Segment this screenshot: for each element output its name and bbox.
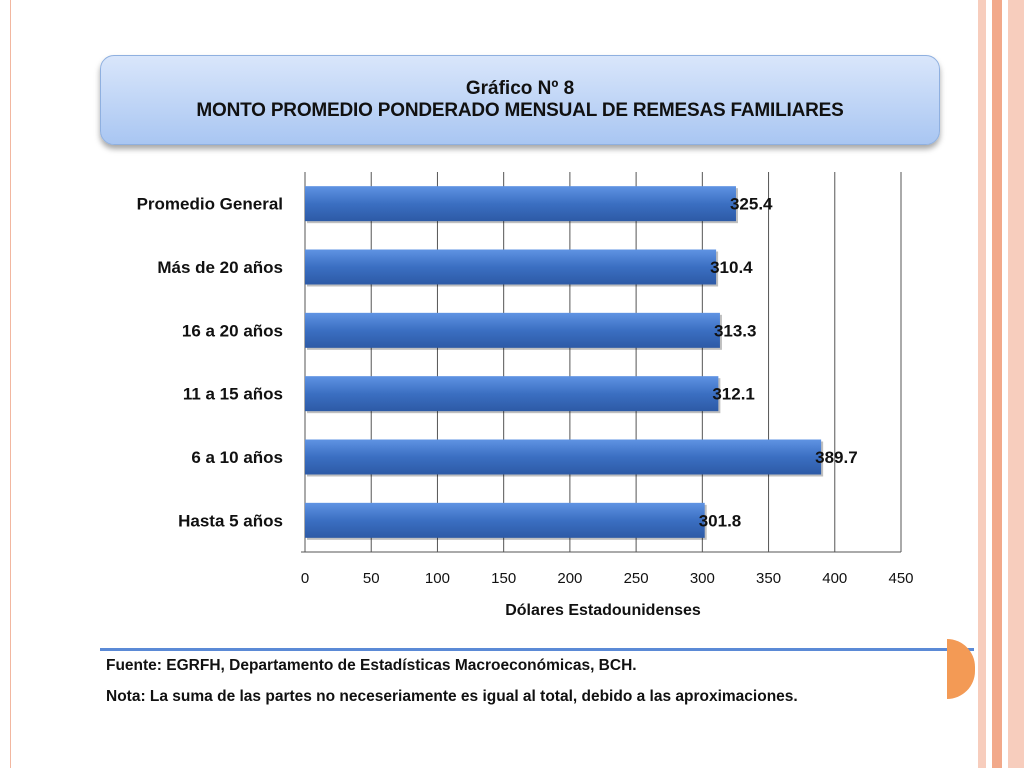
category-label: Hasta 5 años bbox=[178, 511, 283, 530]
category-label: 16 a 20 años bbox=[182, 321, 283, 340]
slide-right-border bbox=[978, 0, 1024, 768]
x-tick-label: 300 bbox=[690, 570, 715, 587]
source-note: Fuente: EGRFH, Departamento de Estadísti… bbox=[106, 657, 637, 674]
data-label: 325.4 bbox=[730, 195, 773, 214]
chart-bars bbox=[305, 186, 824, 540]
chart-gridlines bbox=[301, 172, 902, 553]
x-tick-label: 200 bbox=[557, 570, 582, 587]
data-label: 310.4 bbox=[710, 258, 753, 277]
x-axis-label: Dólares Estadounidenses bbox=[505, 602, 701, 619]
bar bbox=[305, 502, 705, 538]
bar bbox=[305, 312, 720, 348]
x-tick-label: 50 bbox=[363, 570, 380, 587]
data-label: 301.8 bbox=[699, 511, 742, 530]
footer-divider bbox=[100, 648, 974, 651]
slide-left-border bbox=[10, 0, 11, 768]
category-label: 11 a 15 años bbox=[183, 385, 283, 404]
bar bbox=[305, 439, 822, 475]
category-label: Promedio General bbox=[137, 195, 283, 214]
bar bbox=[305, 249, 717, 285]
x-tick-label: 450 bbox=[888, 570, 913, 587]
x-tick-label: 150 bbox=[491, 570, 516, 587]
x-tick-label: 250 bbox=[624, 570, 649, 587]
bar bbox=[305, 186, 736, 222]
disclaimer-note: Nota: La suma de las partes no neceseria… bbox=[106, 688, 798, 705]
chart-title-number: Gráfico Nº 8 bbox=[465, 78, 575, 99]
chart-title-box: Gráfico Nº 8 MONTO PROMEDIO PONDERADO ME… bbox=[100, 55, 940, 145]
category-label: Más de 20 años bbox=[157, 258, 283, 277]
chart-title: MONTO PROMEDIO PONDERADO MENSUAL DE REME… bbox=[196, 100, 844, 121]
x-tick-label: 0 bbox=[301, 570, 309, 587]
data-label: 389.7 bbox=[815, 448, 858, 467]
x-tick-label: 350 bbox=[756, 570, 781, 587]
x-tick-label: 100 bbox=[425, 570, 450, 587]
data-label: 312.1 bbox=[712, 385, 755, 404]
chart-labels: 0 50 100 150 200 250 300 350 400 450 Dólares Estad… bbox=[137, 195, 914, 619]
category-label: 6 a 10 años bbox=[191, 448, 283, 467]
bar bbox=[305, 376, 719, 412]
x-tick-label: 400 bbox=[822, 570, 847, 587]
data-label: 313.3 bbox=[714, 321, 757, 340]
